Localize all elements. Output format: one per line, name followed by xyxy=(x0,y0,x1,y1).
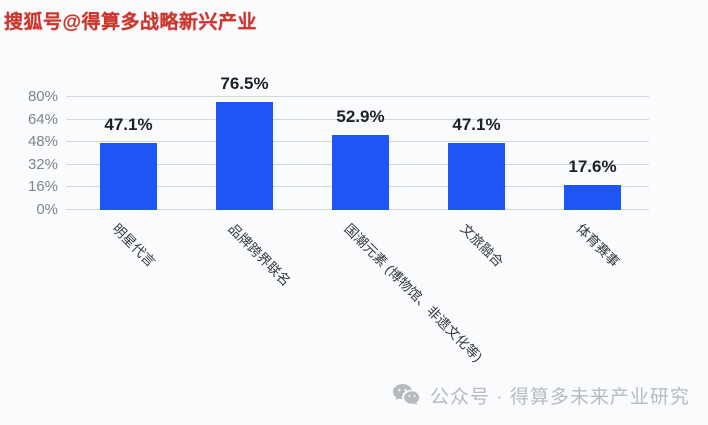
sohu-watermark: 搜狐号@得算多战略新兴产业 xyxy=(4,12,258,33)
bar-4 xyxy=(448,143,505,210)
y-axis-tick-label: 0% xyxy=(36,201,58,218)
bar-3 xyxy=(332,135,389,210)
bar-value-label: 17.6% xyxy=(568,157,617,177)
y-axis-tick-label: 32% xyxy=(27,155,58,173)
y-axis-tick-label: 80% xyxy=(27,88,58,105)
y-axis-tick-label: 16% xyxy=(27,178,58,196)
wechat-icon xyxy=(393,384,420,405)
category-label: 体育赛事 xyxy=(572,221,622,270)
y-axis-tick-label: 64% xyxy=(27,110,58,128)
bar-value-label: 76.5% xyxy=(220,73,269,93)
bar-value-label: 47.1% xyxy=(104,115,153,135)
category-label: 明星代言 xyxy=(108,221,158,270)
category-label: 文旅融合 xyxy=(456,221,506,270)
gridline xyxy=(66,118,649,120)
category-label: 国潮元素 (博物馆、非遗文化等) xyxy=(340,221,485,365)
y-axis-tick-label: 48% xyxy=(27,133,58,151)
bar-value-label: 52.9% xyxy=(336,107,385,127)
bar-2 xyxy=(216,101,273,210)
category-label: 品牌跨界联名 xyxy=(224,221,293,289)
bar-1 xyxy=(100,143,157,210)
bar-value-label: 47.1% xyxy=(452,115,501,135)
bar-chart-plot-area: 0% 16% 32% 48% 64% 80% 47.1% 76.5% 52.9% 47.1% 17… xyxy=(28,75,649,365)
bar-5 xyxy=(564,185,621,210)
gridline xyxy=(66,96,649,97)
wechat-watermark-text: 公众号 · 得算多未来产业研究 xyxy=(430,387,690,408)
wechat-watermark: 公众号 · 得算多未来产业研究 xyxy=(392,382,690,409)
